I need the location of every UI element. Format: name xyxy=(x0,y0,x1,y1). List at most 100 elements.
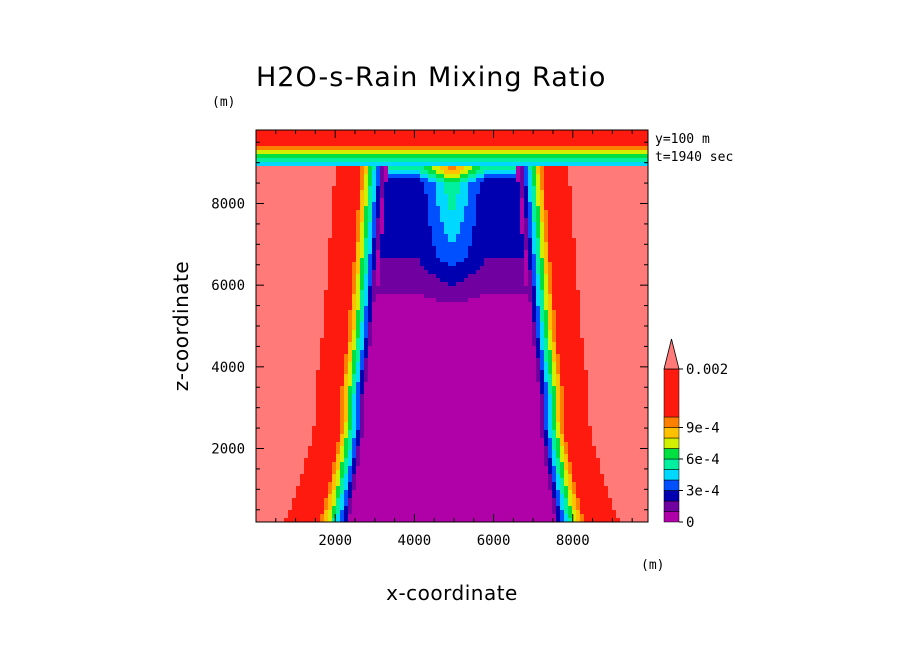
contour-cell xyxy=(460,274,465,279)
contour-cell xyxy=(428,194,433,199)
contour-cell xyxy=(412,218,417,223)
contour-cell xyxy=(328,154,333,159)
contour-cell xyxy=(480,238,485,243)
contour-cell xyxy=(448,270,453,275)
contour-cell xyxy=(400,310,405,315)
contour-cell xyxy=(616,178,621,183)
contour-cell xyxy=(496,134,501,139)
contour-cell xyxy=(292,238,297,243)
contour-cell xyxy=(292,278,297,283)
contour-cell xyxy=(488,250,493,255)
contour-cell xyxy=(416,254,421,259)
contour-cell xyxy=(608,314,613,319)
contour-cell xyxy=(304,218,309,223)
contour-cell xyxy=(496,138,501,143)
contour-cell xyxy=(332,302,337,307)
contour-cell xyxy=(356,318,361,323)
contour-cell xyxy=(480,298,485,303)
contour-cell xyxy=(312,290,317,295)
contour-cell xyxy=(308,270,313,275)
contour-cell xyxy=(328,274,333,279)
contour-cell xyxy=(584,178,589,183)
contour-cell xyxy=(268,254,273,259)
contour-cell xyxy=(280,306,285,311)
contour-cell xyxy=(300,158,305,163)
contour-cell xyxy=(292,298,297,303)
contour-cell xyxy=(480,218,485,223)
contour-cell xyxy=(448,222,453,227)
contour-cell xyxy=(584,290,589,295)
contour-cell xyxy=(612,154,617,159)
contour-cell xyxy=(428,330,433,335)
contour-cell xyxy=(588,286,593,291)
contour-cell xyxy=(528,210,533,215)
contour-cell xyxy=(332,274,337,279)
contour-cell xyxy=(428,130,433,135)
contour-cell xyxy=(348,274,353,279)
contour-cell xyxy=(540,314,545,319)
contour-cell xyxy=(468,154,473,159)
contour-cell xyxy=(300,218,305,223)
contour-cell xyxy=(508,190,513,195)
contour-cell xyxy=(520,266,525,271)
contour-cell xyxy=(476,182,481,187)
contour-cell xyxy=(568,146,573,151)
contour-cell xyxy=(544,226,549,231)
contour-cell xyxy=(560,202,565,207)
contour-cell xyxy=(620,206,625,211)
contour-cell xyxy=(300,194,305,199)
contour-cell xyxy=(572,238,577,243)
contour-cell xyxy=(516,142,521,147)
contour-cell xyxy=(324,250,329,255)
contour-cell xyxy=(564,238,569,243)
contour-cell xyxy=(436,130,441,135)
contour-cell xyxy=(508,278,513,283)
contour-cell xyxy=(536,314,541,319)
contour-cell xyxy=(356,194,361,199)
contour-cell xyxy=(552,310,557,315)
contour-cell xyxy=(300,294,305,299)
contour-cell xyxy=(352,134,357,139)
contour-cell xyxy=(460,262,465,267)
contour-cell xyxy=(316,198,321,203)
contour-cell xyxy=(516,166,521,171)
contour-cell xyxy=(604,154,609,159)
contour-cell xyxy=(332,326,337,331)
contour-cell xyxy=(300,206,305,211)
contour-cell xyxy=(628,198,633,203)
contour-cell xyxy=(364,310,369,315)
contour-cell xyxy=(620,278,625,283)
contour-cell xyxy=(264,146,269,151)
contour-cell xyxy=(304,150,309,155)
contour-cell xyxy=(644,142,648,147)
contour-cell xyxy=(608,166,613,171)
contour-cell xyxy=(576,150,581,155)
contour-cell xyxy=(520,310,525,315)
contour-cell xyxy=(264,178,269,183)
contour-cell xyxy=(496,214,501,219)
contour-cell xyxy=(568,274,573,279)
contour-cell xyxy=(480,214,485,219)
contour-cell xyxy=(520,326,525,331)
contour-cell xyxy=(264,298,269,303)
contour-cell xyxy=(400,298,405,303)
contour-cell xyxy=(400,326,405,331)
contour-cell xyxy=(508,298,513,303)
contour-cell xyxy=(644,266,648,271)
contour-cell xyxy=(280,318,285,323)
contour-cell xyxy=(592,282,597,287)
contour-cell xyxy=(456,226,461,231)
contour-cell xyxy=(608,274,613,279)
contour-cell xyxy=(644,130,648,135)
contour-cell xyxy=(592,234,597,239)
contour-cell xyxy=(540,322,545,327)
contour-cell xyxy=(624,318,629,323)
contour-cell xyxy=(484,214,489,219)
contour-cell xyxy=(464,142,469,147)
contour-cell xyxy=(260,222,265,227)
contour-cell xyxy=(400,178,405,183)
contour-cell xyxy=(308,274,313,279)
contour-cell xyxy=(368,214,373,219)
contour-cell xyxy=(592,162,597,167)
contour-cell xyxy=(584,190,589,195)
